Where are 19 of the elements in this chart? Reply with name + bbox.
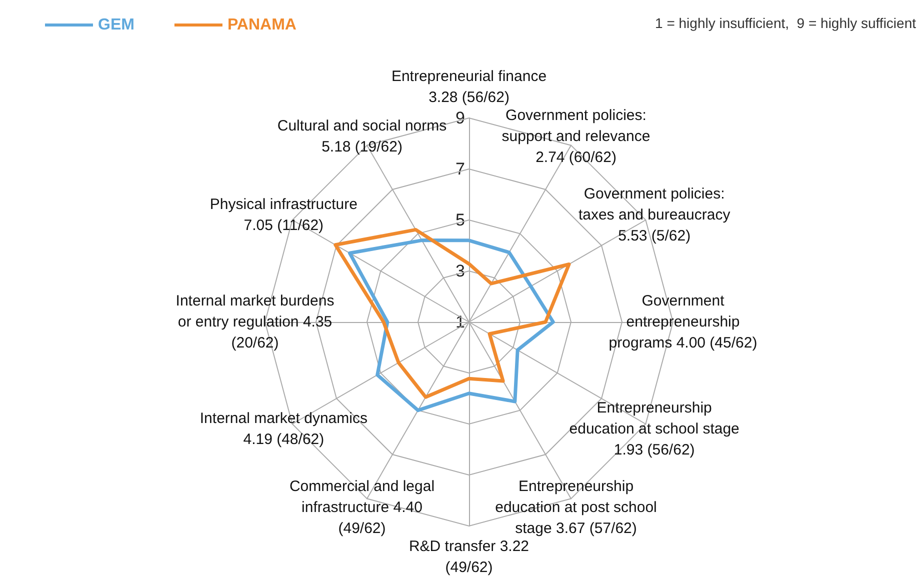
spoke-label: Government policies: taxes and bureaucracy 5.53 (5/62) [578,186,731,244]
y-tick-label: 7 [456,160,465,178]
spoke-label: Internal market dynamics 4.19 (48/62) [200,410,368,448]
spoke-label: Entrepreneurship education at school stage 1.93 (56/62) [569,400,740,458]
y-tick-label: 5 [456,210,465,230]
spoke-label: Internal market burdens or entry regulation 4.35 (20/62) [176,292,334,352]
spoke-label: Entrepreneurship education at post school stage 3.67 (57/62) [495,478,657,537]
spoke-label: Commercial and legal infrastructure 4.40 (49/62) [289,478,435,537]
legend-label: GEM [98,16,134,34]
spoke-label: R&D transfer 3.22 (49/62) [408,538,530,576]
y-tick-label: 9 [456,108,465,128]
spoke-label: Government entrepreneurship programs 4.00 (45/62) [608,292,758,352]
spoke-label: Physical infrastructure 7.05 (11/62) [210,196,358,234]
spoke-label: Cultural and social norms 5.18 (19/62) [277,118,447,156]
spoke-label: Government policies: support and relevance 2.74 (60/62) [502,107,650,166]
spoke-label: Entrepreneurial finance 3.28 (56/62) [391,68,547,106]
legend-label: PANAMA [227,16,297,34]
text: 1 = highly insufficient, 9 = highly sufficient [655,15,916,31]
y-tick-label: 3 [456,262,465,280]
